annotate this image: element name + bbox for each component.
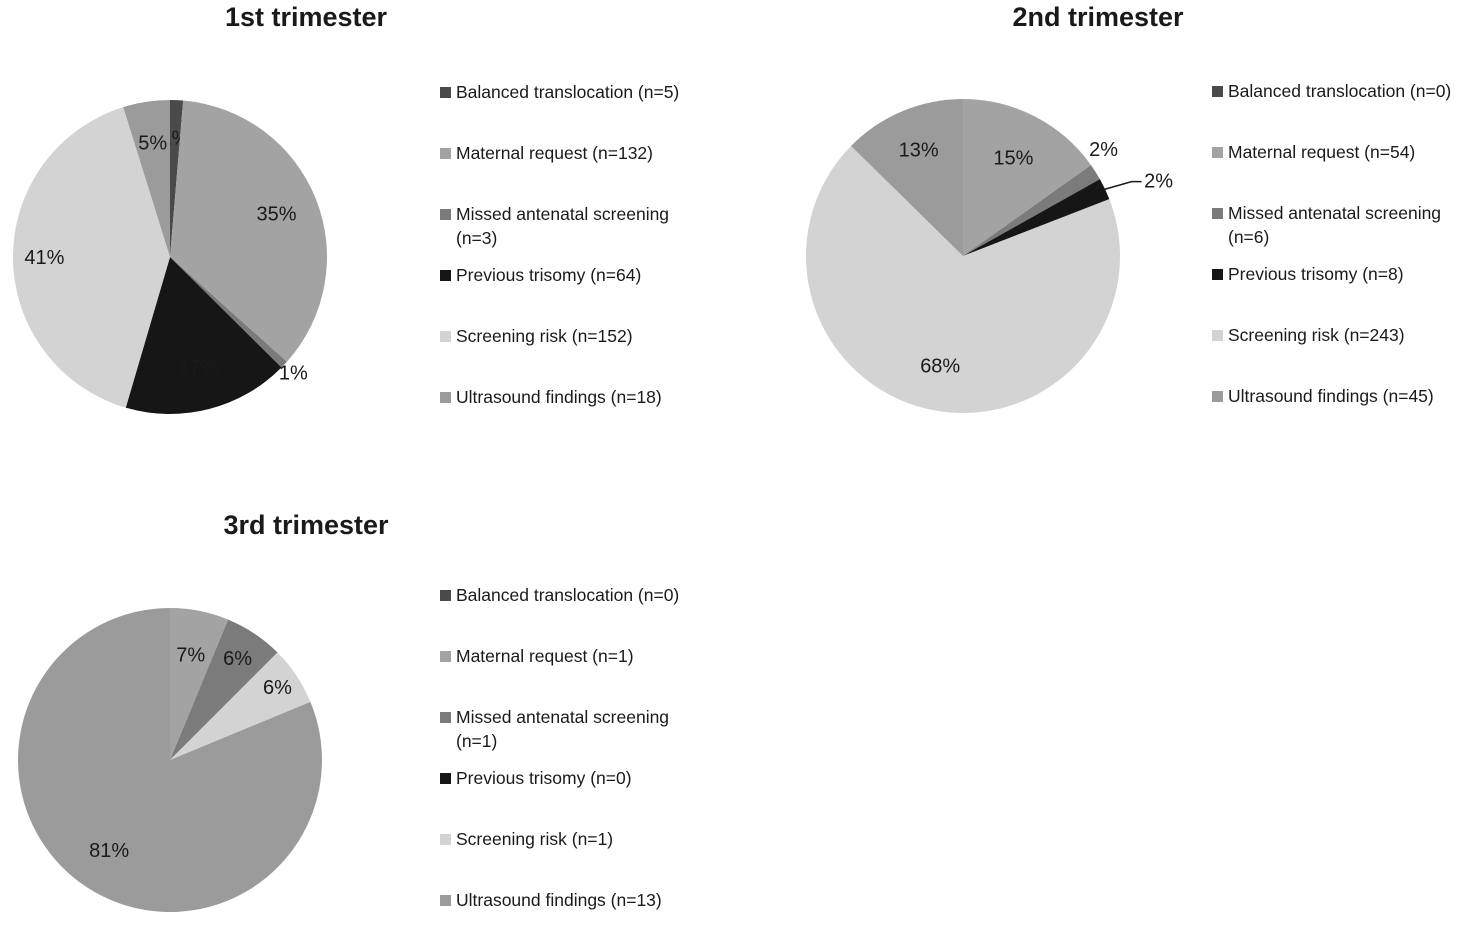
pie-data-label-screening-risk: 6%: [263, 677, 292, 699]
legend-item-missed-antenatal-screening: Missed antenatal screening (n=1): [440, 705, 669, 753]
pie-data-label-screening-risk: 68%: [920, 356, 960, 378]
pie-data-label-ultrasound-findings: 5%: [138, 133, 167, 155]
legend-swatch-ultrasound-findings: [440, 392, 451, 403]
pie-slice-missed-antenatal-screening: [170, 257, 287, 368]
legend-label-previous-trisomy: Previous trisomy (n=8): [1228, 264, 1404, 284]
pie-data-label-maternal-request: 15%: [993, 147, 1033, 169]
pie-slice-maternal-request: [963, 99, 1091, 256]
legend-label-missed-antenatal-screening: Missed antenatal screening (n=6): [1228, 203, 1442, 247]
legend-swatch-previous-trisomy: [440, 773, 451, 784]
legend-item-previous-trisomy: Previous trisomy (n=64): [440, 263, 641, 287]
legend-item-previous-trisomy: Previous trisomy (n=8): [1212, 262, 1404, 286]
legend-label-screening-risk: Screening risk (n=1): [456, 829, 614, 849]
legend-label-screening-risk: Screening risk (n=152): [456, 326, 633, 346]
legend-swatch-screening-risk: [440, 834, 451, 845]
legend-item-screening-risk: Screening risk (n=1): [440, 827, 613, 851]
pie-data-label-missed-antenatal-screening: 1%: [279, 362, 308, 384]
legend-item-ultrasound-findings: Ultrasound findings (n=13): [440, 888, 662, 912]
legend-swatch-balanced-translocation: [1212, 86, 1223, 97]
legend-label-missed-antenatal-screening: Missed antenatal screening (n=3): [456, 204, 670, 248]
pie-chart-2nd-trimester: 15% 2% 2% 68% 13%: [806, 99, 1173, 413]
pie-slice-balanced-translocation: [170, 100, 184, 257]
legend-swatch-balanced-translocation: [440, 590, 451, 601]
legend-item-screening-risk: Screening risk (n=152): [440, 324, 633, 348]
pie-data-label-ultrasound-findings: 13%: [899, 139, 939, 161]
pie-slice-screening-risk: [13, 107, 171, 408]
pie-slice-missed-antenatal-screening: [963, 165, 1100, 256]
legend-item-balanced-translocation: Balanced translocation (n=5): [440, 80, 679, 104]
legend-label-balanced-translocation: Balanced translocation (n=0): [456, 585, 680, 605]
legend-swatch-screening-risk: [440, 331, 451, 342]
pie-data-label-missed-antenatal-screening: 6%: [223, 648, 252, 670]
pie-slice-ultrasound-findings: [123, 100, 170, 257]
legend-label-screening-risk: Screening risk (n=243): [1228, 325, 1405, 345]
pie-chart-3rd-trimester: 7% 6% 6% 81%: [17, 608, 322, 912]
pie-data-label-maternal-request: 35%: [257, 204, 297, 226]
legend-item-missed-antenatal-screening: Missed antenatal screening (n=6): [1212, 201, 1441, 249]
legend-label-maternal-request: Maternal request (n=132): [456, 143, 653, 163]
pie-slice-missed-antenatal-screening: [170, 619, 278, 760]
legend-item-missed-antenatal-screening: Missed antenatal screening (n=3): [440, 202, 669, 250]
pie-slice-maternal-request: [170, 100, 328, 362]
legend-label-balanced-translocation: Balanced translocation (n=5): [456, 82, 680, 102]
pie-data-label-missed-antenatal-screening: 2%: [1089, 139, 1118, 161]
pie-chart-1st-trimester: 1%35%1%17%41%5%: [13, 100, 328, 415]
legend-label-ultrasound-findings: Ultrasound findings (n=18): [456, 387, 662, 407]
legend-item-screening-risk: Screening risk (n=243): [1212, 323, 1405, 347]
legend-label-maternal-request: Maternal request (n=54): [1228, 142, 1416, 162]
legend-label-previous-trisomy: Previous trisomy (n=0): [456, 768, 632, 788]
pie-slice-ultrasound-findings: [851, 99, 963, 256]
pie-data-label-screening-risk: 41%: [24, 247, 64, 269]
legend-item-balanced-translocation: Balanced translocation (n=0): [440, 583, 679, 607]
legend-label-ultrasound-findings: Ultrasound findings (n=45): [1228, 386, 1434, 406]
legend-swatch-balanced-translocation: [440, 87, 451, 98]
legend-3rd-trimester: Balanced translocation (n=0) Maternal req…: [440, 583, 760, 913]
leader-line-previous-trisomy: [1103, 180, 1142, 191]
pie-data-label-ultrasound-findings: 81%: [89, 840, 129, 862]
legend-swatch-maternal-request: [440, 148, 451, 159]
legend-swatch-missed-antenatal-screening: [1212, 208, 1223, 219]
pie-slice-screening-risk: [806, 145, 1120, 413]
legend-swatch-missed-antenatal-screening: [440, 712, 451, 723]
legend-label-balanced-translocation: Balanced translocation (n=0): [1228, 81, 1452, 101]
legend-label-ultrasound-findings: Ultrasound findings (n=13): [456, 890, 662, 910]
pie-data-label-previous-trisomy: 17%: [179, 357, 219, 379]
pie-slice-previous-trisomy: [125, 257, 282, 415]
legend-label-missed-antenatal-screening: Missed antenatal screening (n=1): [456, 707, 670, 751]
legend-item-balanced-translocation: Balanced translocation (n=0): [1212, 79, 1451, 103]
legend-item-maternal-request: Maternal request (n=54): [1212, 140, 1415, 164]
legend-item-maternal-request: Maternal request (n=132): [440, 141, 653, 165]
pie-slice-ultrasound-findings: [17, 608, 322, 912]
legend-label-maternal-request: Maternal request (n=1): [456, 646, 634, 666]
chart-title-3rd-trimester: 3rd trimester: [223, 510, 389, 540]
legend-swatch-ultrasound-findings: [440, 895, 451, 906]
legend-swatch-ultrasound-findings: [1212, 391, 1223, 402]
legend-swatch-maternal-request: [1212, 147, 1223, 158]
pie-slice-previous-trisomy: [963, 179, 1110, 256]
pie-data-label-previous-trisomy: 2%: [1144, 171, 1173, 193]
legend-item-ultrasound-findings: Ultrasound findings (n=45): [1212, 384, 1434, 408]
legend-label-previous-trisomy: Previous trisomy (n=64): [456, 265, 642, 285]
chart-title-1st-trimester: 1st trimester: [224, 2, 388, 32]
legend-1st-trimester: Balanced translocation (n=5) Maternal req…: [440, 80, 760, 420]
legend-item-previous-trisomy: Previous trisomy (n=0): [440, 766, 632, 790]
pie-data-label-maternal-request: 7%: [176, 645, 205, 667]
legend-item-ultrasound-findings: Ultrasound findings (n=18): [440, 385, 662, 409]
legend-swatch-maternal-request: [440, 651, 451, 662]
pie-slice-maternal-request: [170, 608, 229, 760]
legend-swatch-previous-trisomy: [1212, 269, 1223, 280]
legend-swatch-screening-risk: [1212, 330, 1223, 341]
legend-swatch-missed-antenatal-screening: [440, 209, 451, 220]
legend-swatch-previous-trisomy: [440, 270, 451, 281]
legend-item-maternal-request: Maternal request (n=1): [440, 644, 634, 668]
legend-2nd-trimester: Balanced translocation (n=0) Maternal req…: [1212, 79, 1457, 419]
chart-title-2nd-trimester: 2nd trimester: [1012, 2, 1184, 32]
pie-slice-screening-risk: [170, 652, 311, 760]
